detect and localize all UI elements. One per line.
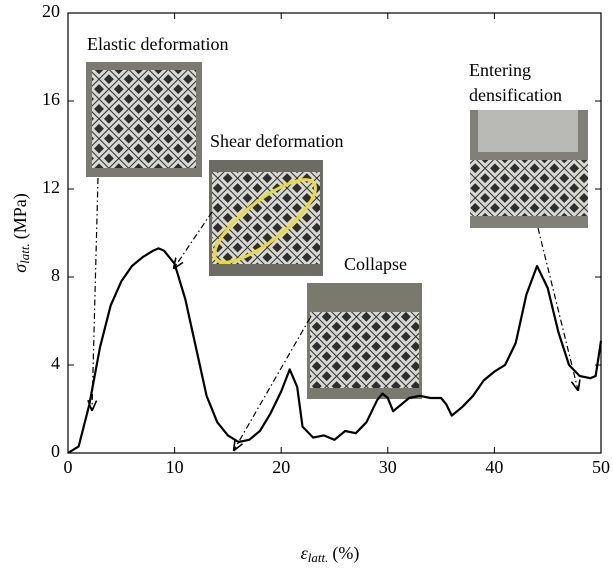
x-axis-label: εlatt. (%)	[301, 543, 360, 565]
arrow	[174, 211, 213, 268]
arrow	[234, 317, 311, 450]
y-tick-label: 16	[42, 89, 60, 109]
photo-collapse	[307, 283, 422, 399]
y-tick-label: 20	[42, 1, 60, 21]
photo-densification	[470, 110, 588, 228]
y-tick-label: 12	[42, 177, 60, 197]
x-tick-label: 30	[379, 457, 397, 477]
annotation: Collapse	[344, 254, 407, 274]
x-tick-label: 0	[64, 457, 73, 477]
x-tick-label: 10	[166, 457, 184, 477]
stress-curve	[67, 247, 603, 454]
x-tick-label: 50	[592, 457, 610, 477]
y-tick-label: 8	[51, 265, 60, 285]
annotation: Elastic deformation	[87, 34, 228, 54]
arrow	[537, 227, 578, 390]
plot-frame	[67, 12, 602, 454]
y-tick-label: 4	[51, 353, 60, 373]
annotation: Entering	[469, 60, 531, 80]
annotation: Shear deformation	[210, 131, 343, 151]
photo-shear	[209, 160, 323, 276]
y-tick-label: 0	[51, 441, 60, 461]
annotation: densification	[469, 85, 562, 105]
x-tick-label: 20	[272, 457, 290, 477]
photo-elastic	[86, 62, 202, 177]
arrow	[92, 177, 99, 410]
x-tick-label: 40	[485, 457, 503, 477]
y-axis-label: σlatt.(MPa)	[10, 193, 32, 272]
